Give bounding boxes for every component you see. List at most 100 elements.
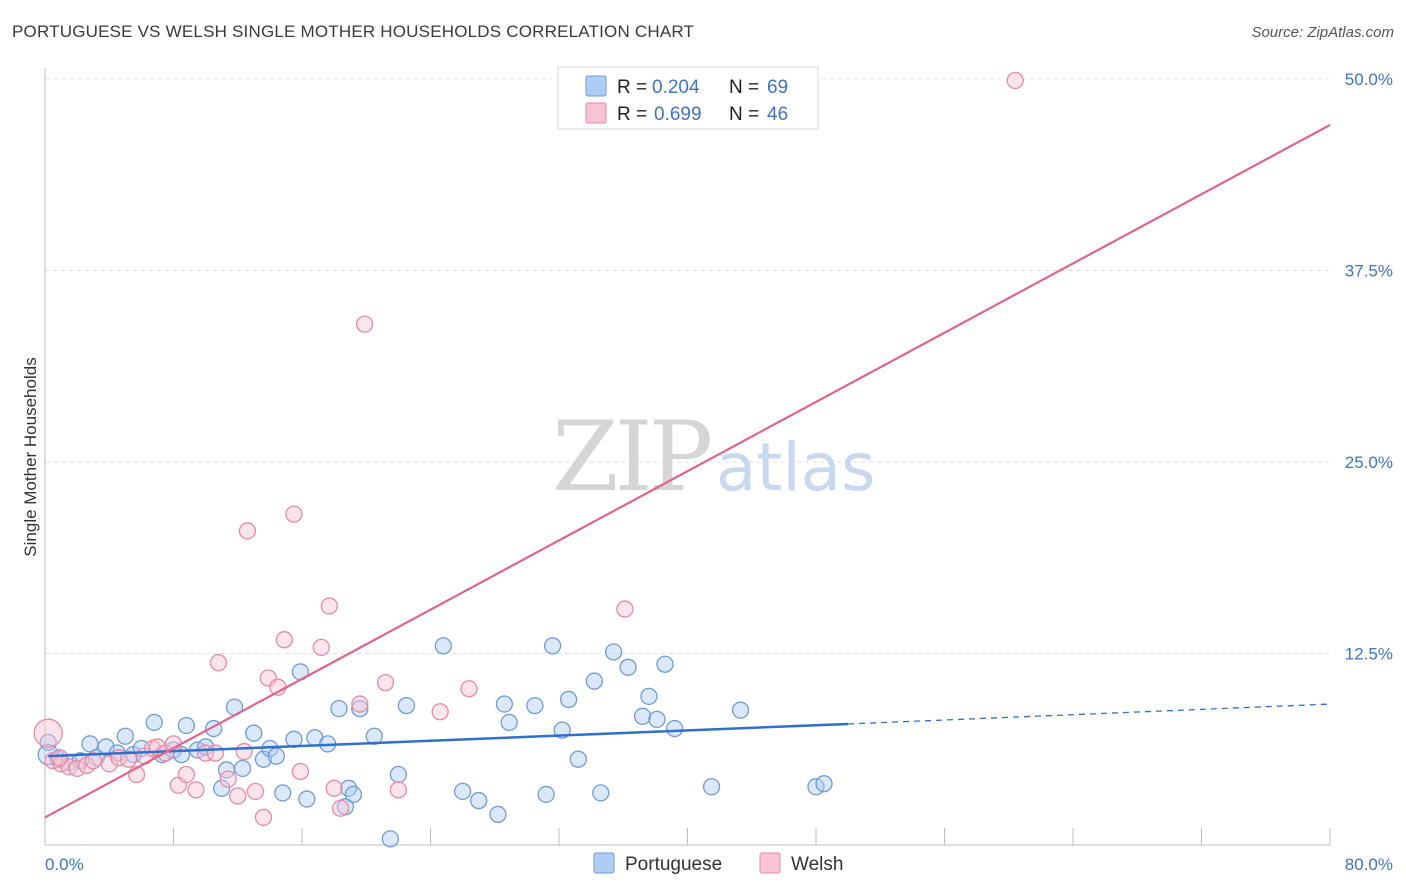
welsh-point [50,749,69,767]
welsh-point [275,631,293,649]
portuguese-point [633,707,652,725]
portuguese-point [453,782,472,801]
x-tick-label-min: 0.0% [45,855,84,874]
portuguese-point [619,658,637,676]
legend-portuguese-r: 0.204 [652,77,700,98]
welsh-point [325,779,343,797]
welsh-point [100,755,118,773]
welsh-point [177,765,196,784]
portuguese-point [537,785,555,804]
portuguese-trend-extension [848,703,1331,725]
legend-portuguese-r-label: R = [617,77,647,98]
portuguese-point [604,643,623,661]
portuguese-point [267,747,285,765]
legend-welsh-r: 0.699 [654,104,702,125]
portuguese-point [815,775,833,793]
portuguese-point [470,791,488,810]
portuguese-point [434,637,453,655]
welsh-point [351,695,369,713]
portuguese-point [495,695,514,713]
portuguese-point [116,727,134,745]
gridlines [45,78,1330,654]
portuguese-point [389,765,408,784]
portuguese-point [656,655,674,673]
portuguese-trend-line [48,722,849,758]
welsh-point [187,781,205,799]
welsh-point [206,744,224,762]
portuguese-point [526,696,544,715]
portuguese-point [177,716,196,735]
portuguese-point [585,672,603,690]
legend-portuguese-swatch [585,75,607,97]
portuguese-point [344,785,363,804]
y-axis-label: Single Mother Households [21,357,40,556]
portuguese-point [397,696,416,715]
chart-title: PORTUGUESE VS WELSH SINGLE MOTHER HOUSEH… [12,22,695,41]
portuguese-point [731,701,750,719]
welsh-point [254,808,273,827]
welsh-point [331,799,350,817]
welsh-point [312,638,330,657]
portuguese-point [213,779,231,797]
welsh-point [376,673,395,692]
portuguese-point [254,750,273,768]
bottom-legend-portuguese-label: Portuguese [625,854,722,875]
welsh-point [616,600,634,618]
axes [44,68,1331,846]
portuguese-point [500,713,518,732]
welsh-point [460,680,478,698]
welsh-point [355,315,374,333]
welsh-point [229,787,247,805]
series-legend: Portuguese Welsh [593,852,843,875]
welsh-point [219,770,237,788]
portuguese-points [37,637,833,848]
welsh-point [285,505,303,523]
bottom-legend-portuguese-swatch [593,852,615,874]
legend-welsh-swatch [585,102,607,124]
welsh-point [164,735,183,753]
trend-lines [44,123,1331,819]
portuguese-point [145,713,163,732]
watermark-zip: ZIP [552,401,711,513]
welsh-point [235,742,253,761]
portuguese-point [648,710,666,729]
portuguese-point [351,700,369,718]
welsh-point [209,654,228,672]
correlation-legend: R = 0.204 N = 69 R = 0.699 N = 46 [557,66,819,130]
legend-portuguese-n: 69 [767,77,788,98]
welsh-point [1006,71,1024,90]
portuguese-point [298,790,316,808]
legend-welsh-r-label: R = [617,104,647,125]
portuguese-point [330,700,348,718]
source-label: Source: ZipAtlas.com [1251,24,1394,41]
y-tick-label: 37.5% [1345,262,1393,281]
welsh-point [320,597,338,615]
legend-welsh-n: 46 [767,104,788,125]
portuguese-point [702,778,721,796]
portuguese-point [245,724,263,742]
welsh-point [33,718,63,748]
welsh-trend-line [44,123,1331,819]
y-tick-label: 50.0% [1345,70,1393,89]
x-tick-label-max: 80.0% [1345,855,1393,874]
portuguese-point [543,637,562,655]
legend-welsh-n-label: N = [729,104,759,125]
portuguese-point [381,830,399,848]
tick-labels: 12.5% 25.0% 37.5% 50.0% 0.0% 80.0% [45,70,1393,874]
bottom-legend-welsh-label: Welsh [791,854,843,875]
welsh-point [238,522,257,540]
y-tick-label: 25.0% [1345,453,1393,472]
portuguese-point [569,750,587,768]
welsh-point [246,782,265,801]
y-tick-label: 12.5% [1345,645,1393,664]
portuguese-point [233,759,252,778]
legend-portuguese-n-label: N = [729,77,759,98]
portuguese-point [274,784,292,802]
welsh-point [389,781,408,799]
welsh-point [431,703,449,721]
portuguese-point [592,784,610,802]
portuguese-point [489,805,507,824]
welsh-point [291,762,310,781]
portuguese-point [640,687,658,706]
